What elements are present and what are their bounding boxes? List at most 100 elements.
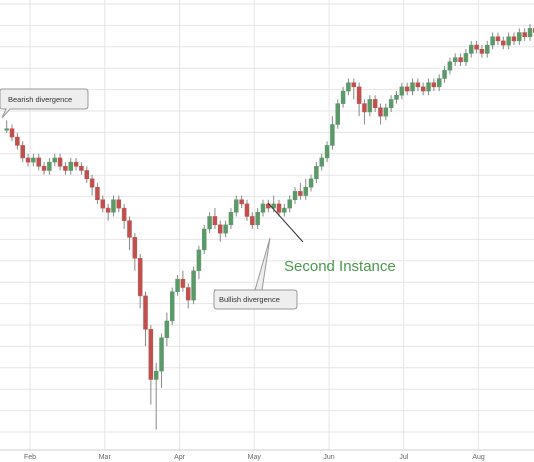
candle-down <box>495 36 501 42</box>
candle-down <box>137 258 143 297</box>
candle-down <box>378 107 383 117</box>
bearish-label: Bearish divergence <box>8 95 72 104</box>
candle-down <box>356 86 362 104</box>
candle-up <box>169 291 175 322</box>
candle-down <box>415 82 421 88</box>
candle-up <box>271 203 276 209</box>
candle-down <box>479 49 485 54</box>
candle-down <box>84 170 90 180</box>
candle-up <box>207 216 212 230</box>
candle-down <box>244 203 250 217</box>
candle-down <box>276 203 282 213</box>
divergence-line <box>267 202 304 243</box>
candle-up <box>282 207 287 213</box>
candle-down <box>218 224 223 234</box>
candle-up <box>399 86 405 96</box>
candle-up <box>330 124 335 146</box>
candle-up <box>175 278 180 292</box>
candle-up <box>527 28 533 37</box>
candle-down <box>95 186 100 200</box>
candle-up <box>255 212 260 226</box>
candle-up <box>228 212 234 226</box>
candle-down <box>89 178 95 188</box>
candle-down <box>362 103 367 113</box>
candle-down <box>420 86 426 92</box>
candle-up <box>346 82 351 92</box>
candle-up <box>436 78 442 88</box>
candle-down <box>15 136 20 146</box>
candle-down <box>9 128 15 138</box>
candle-down <box>36 157 41 167</box>
month-label: Jun <box>323 454 334 461</box>
candle-down <box>73 161 79 167</box>
candle-down <box>351 82 357 88</box>
month-label: Aug <box>472 454 485 461</box>
candle-down <box>458 57 463 63</box>
candle-up <box>388 99 394 109</box>
candle-up <box>111 199 116 213</box>
candle-down <box>185 287 191 301</box>
month-label: Mar <box>99 454 112 461</box>
candle-down <box>132 237 138 259</box>
candle-up <box>47 161 52 171</box>
candle-up <box>4 128 9 131</box>
candle-up <box>340 90 346 104</box>
candle-down <box>372 99 378 109</box>
candle-up <box>31 157 36 163</box>
candle-down <box>143 295 148 330</box>
bullish-label: Bullish divergence <box>219 295 280 304</box>
candle-up <box>335 103 340 125</box>
candle-down <box>79 166 84 171</box>
candle-down <box>148 329 154 380</box>
month-label: Feb <box>24 454 36 461</box>
candle-up <box>164 320 170 338</box>
second-instance-label: Second Instance <box>284 258 396 275</box>
candle-down <box>180 278 186 288</box>
candle-up <box>191 270 196 301</box>
candle-up <box>314 166 319 180</box>
candle-up <box>308 178 314 188</box>
candle-down <box>298 191 303 196</box>
candle-up <box>469 44 474 54</box>
candle-up <box>490 36 495 46</box>
candle-up <box>52 157 57 163</box>
bearish-callout <box>0 88 89 119</box>
candle-up <box>410 82 415 92</box>
candle-up <box>223 224 228 234</box>
candle-down <box>25 157 31 163</box>
candle-down <box>250 216 255 226</box>
candle-down <box>239 199 244 205</box>
candle-down <box>474 44 479 50</box>
candle-up <box>68 161 73 171</box>
candle-up <box>517 32 522 42</box>
candle-up <box>292 191 298 200</box>
candle-up <box>506 36 511 46</box>
candle-up <box>485 44 490 54</box>
candle-up <box>202 228 207 251</box>
candle-down <box>116 199 122 209</box>
bullish-callout <box>213 237 298 310</box>
candle-down <box>127 220 132 238</box>
candle-up <box>153 370 159 380</box>
candle-down <box>431 82 437 88</box>
candle-up <box>287 199 292 209</box>
candle-up <box>452 57 458 63</box>
candle-down <box>63 166 68 171</box>
candle-down <box>20 145 25 159</box>
candle-up <box>319 157 324 167</box>
candle-down <box>57 157 63 167</box>
candle-up <box>426 82 431 92</box>
candle-up <box>394 94 399 100</box>
candle-down <box>100 199 106 209</box>
candle-up <box>159 337 164 372</box>
candle-up <box>383 107 389 117</box>
candle-down <box>511 36 517 42</box>
candle-down <box>404 86 410 92</box>
month-label: May <box>248 454 262 461</box>
candle-up <box>447 61 453 71</box>
candle-down <box>105 207 111 213</box>
candle-up <box>234 199 239 213</box>
candle-down <box>522 32 527 37</box>
